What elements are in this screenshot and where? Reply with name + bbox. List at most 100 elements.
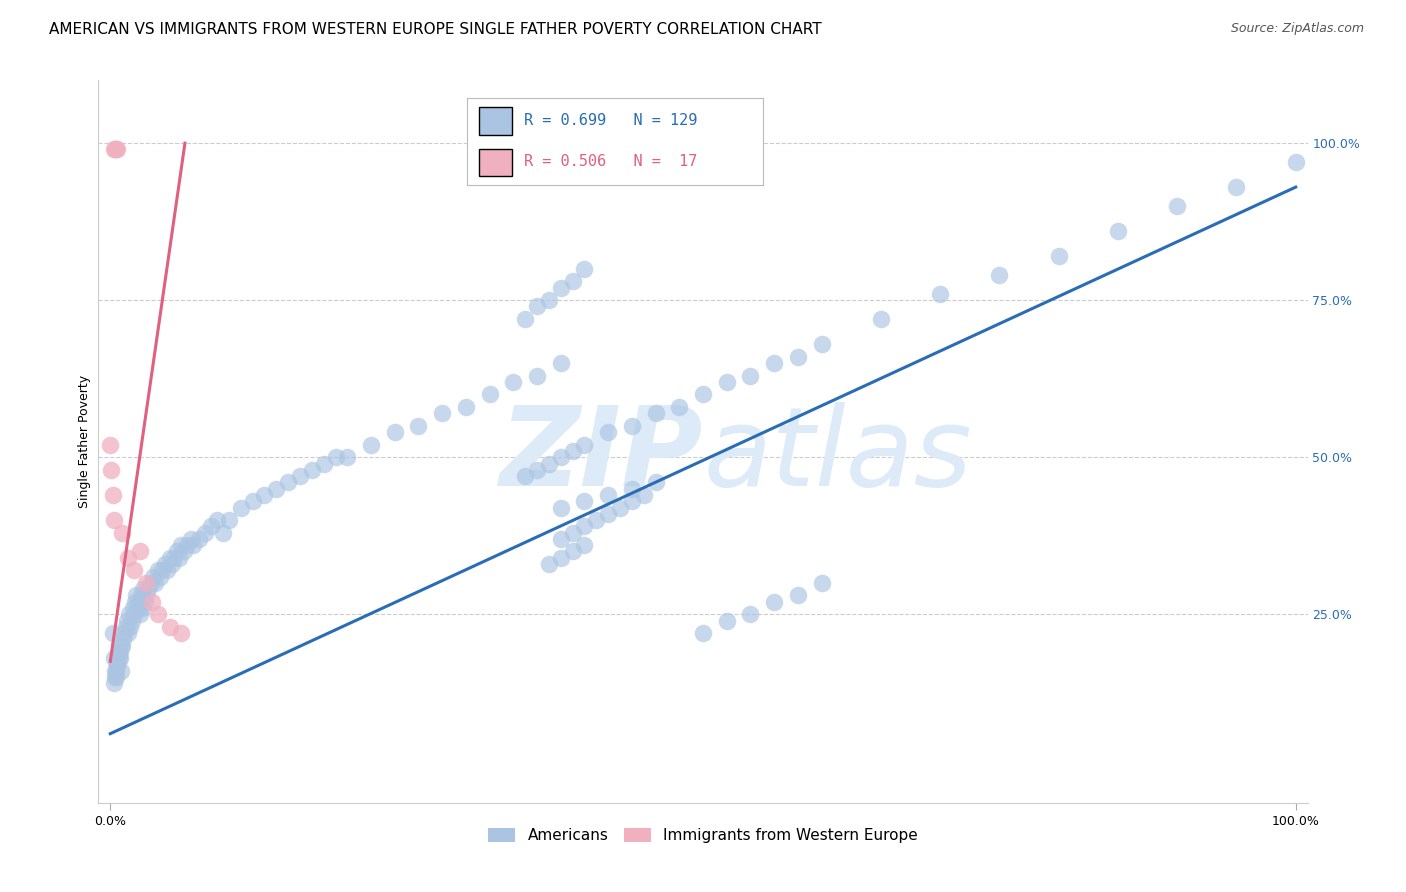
Point	[181, 538, 204, 552]
Text: Source: ZipAtlas.com: Source: ZipAtlas.com	[1230, 22, 1364, 36]
Point	[142, 569, 165, 583]
Point	[312, 457, 335, 471]
Point	[242, 494, 264, 508]
Point	[1225, 180, 1247, 194]
Point	[692, 387, 714, 401]
Point	[598, 507, 620, 521]
Point	[692, 626, 714, 640]
Point	[1166, 199, 1188, 213]
Point	[163, 550, 186, 565]
Point	[143, 575, 166, 590]
Point	[598, 488, 620, 502]
Point	[550, 532, 572, 546]
Point	[105, 142, 128, 156]
Point	[111, 639, 134, 653]
Point	[288, 469, 311, 483]
Point	[134, 595, 156, 609]
Point	[110, 664, 132, 678]
Point	[135, 589, 157, 603]
Point	[478, 387, 501, 401]
Point	[180, 532, 202, 546]
Point	[264, 482, 287, 496]
Point	[336, 450, 359, 465]
Point	[432, 406, 454, 420]
Point	[103, 651, 125, 665]
Point	[598, 425, 620, 439]
Point	[141, 595, 163, 609]
Point	[170, 538, 193, 552]
Point	[103, 513, 125, 527]
Point	[103, 142, 125, 156]
Point	[561, 525, 583, 540]
Point	[108, 645, 131, 659]
Point	[120, 620, 142, 634]
Point	[176, 538, 198, 552]
Point	[139, 575, 162, 590]
Text: AMERICAN VS IMMIGRANTS FROM WESTERN EUROPE SINGLE FATHER POVERTY CORRELATION CHA: AMERICAN VS IMMIGRANTS FROM WESTERN EURO…	[49, 22, 823, 37]
Point	[1107, 224, 1129, 238]
Point	[644, 406, 666, 420]
Point	[115, 614, 138, 628]
Point	[98, 438, 121, 452]
Point	[301, 463, 323, 477]
Point	[454, 400, 477, 414]
Point	[574, 494, 596, 508]
Point	[152, 563, 174, 577]
Point	[101, 626, 124, 640]
Point	[786, 350, 808, 364]
Point	[167, 550, 190, 565]
Point	[408, 418, 430, 433]
Point	[526, 300, 548, 314]
Point	[786, 589, 808, 603]
Point	[105, 142, 128, 156]
Point	[112, 632, 135, 647]
Point	[114, 620, 136, 634]
Point	[105, 664, 128, 678]
Point	[200, 519, 222, 533]
Point	[104, 670, 127, 684]
Point	[212, 525, 235, 540]
Point	[118, 607, 141, 622]
Point	[763, 595, 786, 609]
Point	[988, 268, 1011, 282]
Point	[159, 550, 181, 565]
Point	[550, 550, 572, 565]
Point	[869, 312, 891, 326]
Point	[156, 563, 179, 577]
Point	[122, 563, 145, 577]
Point	[740, 368, 762, 383]
Point	[609, 500, 631, 515]
Point	[1285, 155, 1308, 169]
Point	[620, 418, 643, 433]
Point	[716, 375, 738, 389]
Point	[129, 607, 152, 622]
Point	[810, 575, 832, 590]
Point	[537, 557, 560, 571]
Point	[550, 356, 572, 370]
Point	[131, 601, 153, 615]
Point	[1047, 249, 1070, 263]
Point	[125, 589, 148, 603]
Point	[620, 494, 643, 508]
Point	[620, 482, 643, 496]
Point	[188, 532, 211, 546]
Point	[105, 670, 128, 684]
Point	[100, 463, 122, 477]
Point	[574, 438, 596, 452]
Point	[103, 676, 125, 690]
Point	[550, 280, 572, 294]
Point	[105, 657, 128, 672]
Point	[325, 450, 347, 465]
Point	[229, 500, 252, 515]
Point	[537, 457, 560, 471]
Point	[360, 438, 382, 452]
Point	[585, 513, 607, 527]
Point	[740, 607, 762, 622]
Point	[127, 601, 149, 615]
Point	[101, 488, 124, 502]
Point	[515, 469, 537, 483]
Point	[384, 425, 406, 439]
Point	[763, 356, 786, 370]
Point	[205, 513, 228, 527]
Point	[644, 475, 666, 490]
